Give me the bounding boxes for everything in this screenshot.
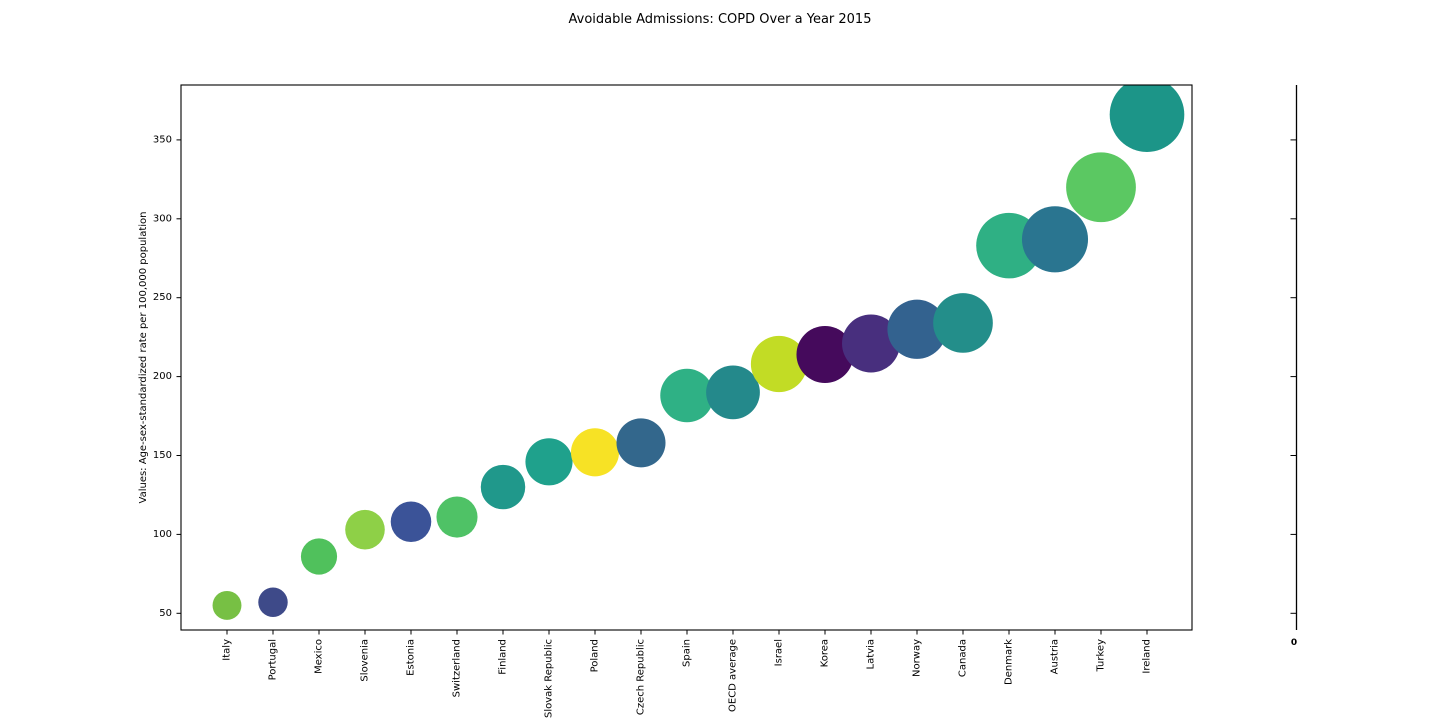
x-tick-label-portugal: Portugal <box>268 639 279 680</box>
x-tick-label-korea: Korea <box>820 639 831 667</box>
y-tick-label-300: 300 <box>153 213 172 224</box>
bubble-mexico <box>300 538 338 575</box>
chart-title: Avoidable Admissions: COPD Over a Year 2… <box>568 12 872 27</box>
bubble-ireland <box>1109 85 1185 152</box>
x-tick-label-slovenia: Slovenia <box>360 639 371 682</box>
x-tick-label-norway: Norway <box>912 639 923 677</box>
bubble-israel <box>750 335 808 393</box>
bubble-portugal <box>258 587 288 617</box>
x-tick-label-austria: Austria <box>1050 639 1061 674</box>
bubble-slovak-republic <box>525 438 573 486</box>
y-tick-label-50: 50 <box>159 608 172 619</box>
bubble-switzerland <box>436 496 478 538</box>
bubble-turkey <box>1066 152 1136 223</box>
x-tick-label-estonia: Estonia <box>406 639 417 676</box>
bubble-latvia <box>842 314 900 373</box>
bubble-poland <box>570 428 620 477</box>
bubble-layer <box>212 85 1185 620</box>
bubble-austria <box>1021 206 1089 273</box>
bubble-oecd-average <box>706 365 760 420</box>
y-tick-label-100: 100 <box>153 529 172 540</box>
bubble-canada <box>933 293 993 353</box>
x-tick-label-israel: Israel <box>774 639 785 666</box>
x-tick-label-switzerland: Switzerland <box>452 639 463 697</box>
x-tick-label-spain: Spain <box>682 639 693 667</box>
x-tick-label-finland: Finland <box>498 639 509 675</box>
bubble-spain <box>660 368 714 423</box>
x-tick-label-oecd-average: OECD average <box>728 639 739 712</box>
bubble-korea <box>796 325 854 384</box>
bubble-slovenia <box>345 509 385 550</box>
x-tick-label-latvia: Latvia <box>866 639 877 669</box>
x-tick-label-ireland: Ireland <box>1142 639 1153 674</box>
bubble-finland <box>480 464 526 510</box>
x-tick-label-denmark: Denmark <box>1004 639 1015 685</box>
bubble-norway <box>887 299 947 359</box>
x-tick-label-italy: Italy <box>222 639 233 661</box>
x-tick-label-canada: Canada <box>958 639 969 677</box>
y-tick-label-350: 350 <box>153 134 172 145</box>
bubble-italy <box>212 590 242 620</box>
x-tick-label-mexico: Mexico <box>314 639 325 674</box>
y-tick-label-150: 150 <box>153 450 172 461</box>
y-axis-title: Values: Age-sex-standardized rate per 10… <box>138 212 149 504</box>
y-tick-label-250: 250 <box>153 292 172 303</box>
y-tick-label-200: 200 <box>153 371 172 382</box>
x-tick-label-slovak-republic: Slovak Republic <box>544 639 555 718</box>
x-tick-label-turkey: Turkey <box>1096 639 1107 673</box>
bubble-czech-republic <box>616 418 666 468</box>
x-tick-label-czech-republic: Czech Republic <box>636 639 647 715</box>
bubble-estonia <box>390 501 432 543</box>
right-axis-bottom-label: 0 <box>1291 638 1297 648</box>
x-tick-label-poland: Poland <box>590 639 601 672</box>
